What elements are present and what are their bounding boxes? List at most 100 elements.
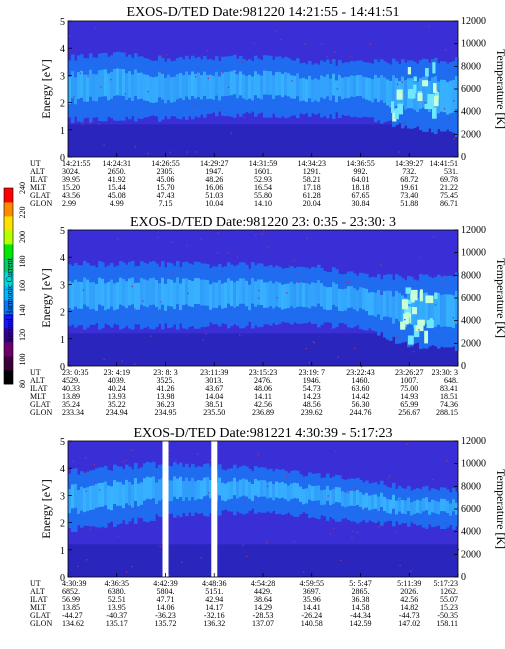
band-inner	[194, 481, 198, 501]
speckle	[106, 63, 108, 65]
colorbar-segment	[4, 244, 13, 259]
band-inner	[275, 481, 279, 498]
speckle	[150, 335, 152, 337]
band-inner	[101, 278, 105, 306]
band-inner	[338, 487, 342, 503]
band-inner	[203, 71, 207, 96]
speckle	[93, 463, 95, 466]
speckle	[100, 86, 102, 88]
y-tick-label: 2	[60, 99, 65, 110]
band-inner	[371, 79, 375, 103]
band-inner	[335, 80, 339, 103]
band-inner	[401, 499, 405, 514]
band-inner	[209, 480, 213, 499]
speckle	[241, 61, 243, 63]
band-inner	[386, 290, 390, 317]
table-cell: 147.02	[398, 619, 420, 628]
band-inner	[368, 292, 372, 316]
speckle	[351, 537, 353, 539]
speckle	[73, 96, 75, 98]
band-inner	[170, 480, 174, 502]
band-inner	[179, 476, 183, 497]
band-inner	[401, 295, 405, 325]
table-cell: 531.	[444, 167, 458, 176]
table-cell: 43.56	[62, 191, 80, 200]
band-inner	[86, 487, 90, 512]
band-inner	[221, 283, 225, 309]
table-cell: 74.36	[440, 400, 458, 409]
band-inner	[416, 298, 420, 329]
y2-tick-label: 6000	[461, 84, 481, 95]
table-cell: 10.04	[205, 199, 223, 208]
speckle	[159, 71, 161, 73]
speckle	[266, 485, 269, 487]
speckle	[134, 363, 136, 365]
colorbar-segment	[4, 272, 13, 287]
band-inner	[359, 492, 363, 508]
band-inner	[98, 70, 102, 98]
speckle	[312, 341, 314, 343]
band-inner	[149, 278, 153, 306]
speckle	[275, 30, 277, 32]
table-cell: 4:54:28	[251, 579, 275, 588]
band-inner	[434, 500, 438, 514]
speckle	[448, 69, 450, 71]
y2-tick-label: 6000	[461, 293, 481, 304]
speckle	[361, 365, 363, 368]
band-inner	[188, 74, 192, 100]
speckle	[113, 105, 115, 108]
band-inner	[299, 486, 303, 502]
band-inner	[80, 281, 84, 309]
band-inner	[374, 494, 378, 509]
y2-axis-label: Temperature [K]	[494, 258, 505, 338]
speckle	[399, 499, 401, 501]
band-inner	[179, 283, 183, 310]
speckle	[208, 492, 210, 494]
speckle	[421, 490, 423, 492]
band-inner	[347, 286, 351, 308]
table-cell: 14:31:59	[249, 159, 277, 168]
table-cell: 234.95	[155, 408, 177, 417]
y-tick-label: 3	[60, 71, 65, 82]
band-inner	[443, 498, 447, 512]
speckle	[206, 50, 209, 52]
table-cell: 648.	[444, 376, 458, 385]
band-inner	[197, 479, 201, 499]
speckle	[293, 540, 296, 543]
band-inner	[134, 478, 138, 501]
table-cell: 54.73	[303, 384, 321, 393]
speckle	[432, 479, 434, 481]
band-inner	[410, 502, 414, 516]
table-cell: 14:39:27	[395, 159, 423, 168]
colorbar-segment	[4, 328, 13, 343]
bright-patch	[404, 299, 412, 304]
y2-tick-label: 6000	[461, 504, 481, 515]
speckle	[406, 443, 408, 445]
band-inner	[266, 482, 270, 499]
speckle	[145, 104, 147, 107]
bright-patch	[404, 306, 412, 316]
speckle	[124, 93, 126, 95]
table-cell: 6852.	[62, 587, 80, 596]
band-inner	[86, 74, 90, 102]
speckle	[197, 453, 199, 455]
speckle	[381, 292, 384, 294]
table-cell: 3525.	[157, 376, 175, 385]
band-inner	[92, 282, 96, 310]
band-inner	[353, 491, 357, 507]
bright-patch	[407, 67, 411, 75]
band-inner	[269, 481, 273, 498]
band-inner	[308, 75, 312, 99]
table-row-label: ALT	[30, 376, 45, 385]
band-inner	[122, 69, 126, 96]
table-cell: 23: 4:19	[104, 368, 130, 377]
speckle	[222, 72, 224, 74]
speckle	[340, 74, 342, 76]
band-inner	[215, 282, 219, 308]
band-inner	[245, 479, 249, 497]
table-cell: 14:24:31	[103, 159, 131, 168]
speckle	[86, 559, 88, 561]
band-inner	[404, 80, 408, 110]
speckle	[377, 512, 379, 514]
band-inner	[233, 282, 237, 308]
